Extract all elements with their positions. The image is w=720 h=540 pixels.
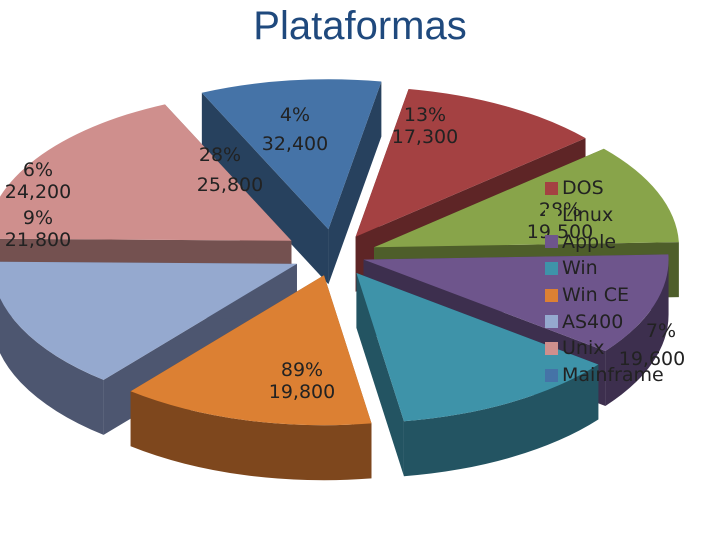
data-label-apple-percent: 89% (280, 359, 324, 381)
data-label-win: 9% 21,800 (0, 207, 76, 251)
chart-title: Plataformas (253, 4, 467, 48)
legend-item-linux: Linux (545, 202, 664, 229)
legend-label-wince: Win CE (562, 284, 630, 307)
legend-label-mainframe: Mainframe (562, 364, 664, 387)
data-label-unix-amount: 32,400 (261, 133, 329, 155)
data-label-apple-amount: 19,800 (268, 381, 336, 403)
pie-slice-dos (355, 88, 586, 237)
legend-item-wince: Win CE (545, 282, 664, 309)
data-label-win-percent: 9% (22, 207, 54, 229)
legend-item-unix: Unix (545, 335, 664, 362)
chart-legend: DOS Linux Apple Win Win CE AS400 Unix M (545, 175, 664, 389)
legend-label-dos: DOS (562, 177, 604, 200)
legend-swatch-unix (545, 341, 558, 355)
data-label-unix-percent: 4% (279, 104, 311, 126)
data-label-linux-percent: 7% (645, 320, 677, 342)
data-label-win-amount: 21,800 (4, 229, 72, 251)
legend-swatch-as400 (545, 315, 558, 329)
data-label-dos-amount: 19,500 (526, 221, 594, 243)
legend-swatch-mainframe (545, 368, 558, 382)
pie-slice-mainframe-wall-1 (328, 81, 382, 285)
pie-slice-wince (130, 275, 372, 426)
data-label-dos: 28% 19,500 (520, 199, 600, 243)
legend-label-unix: Unix (562, 337, 605, 360)
pie-slice-mainframe (201, 79, 382, 230)
legend-item-win: Win (545, 255, 664, 282)
data-label-as400-amount: 25,800 (196, 174, 264, 196)
legend-label-as400: AS400 (562, 310, 624, 333)
legend-swatch-apple (545, 235, 558, 249)
data-label-as400-percent: 28% (198, 144, 242, 166)
legend-item-dos: DOS (545, 175, 664, 202)
data-label-linux-amount: 19,600 (618, 348, 686, 370)
data-label-mainframe: 13% 17,300 (380, 104, 470, 148)
data-label-wince-amount: 24,200 (4, 181, 72, 203)
legend-label-linux: Linux (562, 204, 614, 227)
pie-slice-mainframe-wall-0 (201, 92, 329, 285)
legend-item-apple: Apple (545, 228, 664, 255)
data-label-wince-percent: 6% (22, 159, 54, 181)
legend-item-as400: AS400 (545, 308, 664, 335)
legend-swatch-win (545, 261, 558, 275)
data-label-apple: 89% 19,800 (252, 359, 352, 403)
legend-swatch-linux (545, 208, 558, 222)
legend-label-apple: Apple (562, 230, 617, 253)
legend-item-mainframe: Mainframe (545, 362, 664, 389)
pie-slice-apple-rim (605, 259, 669, 406)
data-label-wince: 6% 24,200 (0, 159, 76, 203)
legend-swatch-dos (545, 181, 558, 195)
legend-swatch-wince (545, 288, 558, 302)
legend-label-win: Win (562, 257, 598, 280)
pie-slice-win (356, 273, 599, 422)
pie-slice-linux (374, 148, 679, 248)
data-label-mainframe-amount: 17,300 (391, 126, 459, 148)
pie-slice-unix (0, 104, 292, 241)
pie-slice-win-wall-1 (356, 273, 404, 477)
pie-slice-wince-rim (130, 391, 372, 481)
pie-slice-as400-rim (0, 298, 104, 435)
pie-slice-apple (363, 254, 669, 351)
pie-slice-as400 (0, 261, 297, 380)
pie-slice-win-rim (403, 364, 599, 477)
data-label-mainframe-percent: 13% (403, 104, 447, 126)
